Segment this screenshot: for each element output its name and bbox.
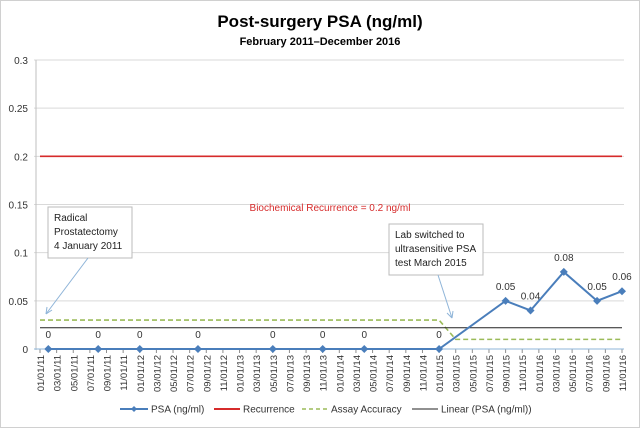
- x-tick-label: 07/01/15: [485, 355, 496, 392]
- psa-point: [360, 345, 369, 353]
- x-tick-label: 11/01/12: [219, 355, 230, 391]
- legend-label: Assay Accuracy: [331, 405, 402, 416]
- y-tick-label: 0.2: [14, 152, 28, 163]
- surgery-arrow: [45, 257, 89, 315]
- psa-data-label: 0: [361, 330, 367, 341]
- psa-point: [501, 296, 510, 305]
- chart-subtitle: February 2011–December 2016: [240, 36, 401, 48]
- x-tick-label: 03/01/11: [53, 355, 64, 391]
- lab-line-1: Lab switched to: [395, 230, 465, 241]
- psa-data-label: 0: [436, 330, 442, 341]
- psa-point: [268, 345, 277, 353]
- psa-data-label: 0.06: [612, 272, 632, 283]
- x-tick-label: 09/01/12: [202, 355, 213, 392]
- x-tick-label: 05/01/14: [369, 355, 380, 392]
- surgery-line-3: 4 January 2011: [54, 241, 123, 252]
- y-tick-label: 0.1: [14, 249, 28, 260]
- x-tick-label: 03/01/16: [551, 355, 562, 392]
- psa-data-label: 0.05: [587, 282, 607, 293]
- x-tick-label: 05/01/13: [269, 355, 280, 392]
- x-tick-label: 09/01/13: [302, 355, 313, 392]
- x-tick-label: 03/01/14: [352, 355, 363, 392]
- y-tick-label: 0.3: [14, 56, 28, 67]
- psa-point: [318, 345, 327, 353]
- surgery-line-2: Prostatectomy: [54, 227, 118, 238]
- x-tick-label: 11/01/14: [418, 355, 429, 391]
- x-tick-label: 01/01/14: [335, 355, 346, 392]
- x-tick-label: 05/01/16: [568, 355, 579, 392]
- psa-data-label: 0: [320, 330, 326, 341]
- x-tick-label: 07/01/16: [585, 355, 596, 392]
- x-tick-label: 01/01/12: [136, 355, 147, 392]
- x-tick-label: 09/01/11: [103, 355, 114, 391]
- lab-line-3: test March 2015: [395, 258, 467, 269]
- x-tick-label: 05/01/12: [169, 355, 180, 392]
- psa-data-label: 0.05: [496, 282, 516, 293]
- psa-point: [94, 345, 103, 353]
- x-tick-label: 05/01/11: [69, 355, 80, 391]
- x-tick-label: 03/01/15: [452, 355, 463, 392]
- lab-line-2: ultrasensitive PSA: [395, 244, 476, 255]
- psa-point: [526, 306, 535, 315]
- x-tick-label: 07/01/12: [186, 355, 197, 392]
- psa-data-label: 0.04: [521, 291, 541, 302]
- x-tick-label: 03/01/12: [152, 355, 163, 392]
- x-tick-label: 09/01/14: [402, 355, 413, 392]
- psa-data-label: 0: [95, 330, 101, 341]
- y-tick-label: 0.25: [9, 104, 29, 115]
- psa-point: [593, 296, 602, 305]
- psa-data-label: 0: [195, 330, 201, 341]
- surgery-callout: Radical Prostatectomy 4 January 2011: [45, 206, 133, 315]
- x-tick-label: 11/01/15: [518, 355, 529, 391]
- psa-data-label: 0: [270, 330, 276, 341]
- x-tick-label: 01/01/16: [535, 355, 546, 392]
- x-tick-label: 05/01/15: [468, 355, 479, 392]
- x-tick-label: 11/01/16: [618, 355, 629, 391]
- legend-marker: [131, 406, 137, 412]
- x-tick-label: 01/01/15: [435, 355, 446, 392]
- x-tick-label: 07/01/11: [86, 355, 97, 391]
- legend: PSA (ng/ml) Recurrence Assay Accuracy Linea…: [120, 405, 532, 416]
- assay-accuracy-line: [40, 319, 622, 341]
- psa-point: [559, 267, 568, 276]
- psa-data-label: 0: [46, 330, 52, 341]
- psa-data-label: 0.08: [554, 253, 574, 264]
- psa-point: [135, 345, 144, 353]
- x-tick-label: 01/01/13: [236, 355, 247, 392]
- surgery-line-1: Radical: [54, 213, 87, 224]
- psa-data-label: 0: [137, 330, 143, 341]
- psa-point: [44, 345, 53, 353]
- x-tick-label: 09/01/15: [502, 355, 513, 392]
- x-tick-label: 07/01/13: [285, 355, 296, 392]
- legend-label: Linear (PSA (ng/ml)): [441, 405, 532, 416]
- y-tick-label: 0: [22, 345, 28, 356]
- legend-label: PSA (ng/ml): [151, 405, 204, 416]
- x-tick-label: 07/01/14: [385, 355, 396, 392]
- x-tick-label: 11/01/11: [119, 355, 130, 391]
- x-tick-label: 11/01/13: [319, 355, 330, 391]
- lab-callout: Lab switched to ultrasensitive PSA test …: [388, 223, 484, 319]
- psa-point: [193, 345, 202, 353]
- x-tick-label: 01/01/11: [36, 355, 47, 391]
- x-tick-label: 09/01/16: [601, 355, 612, 392]
- psa-point: [435, 345, 444, 353]
- y-tick-label: 0.05: [9, 297, 29, 308]
- x-tick-label: 03/01/13: [252, 355, 263, 392]
- recurrence-annotation: Biochemical Recurrence = 0.2 ng/ml: [250, 203, 411, 214]
- legend-label: Recurrence: [243, 405, 295, 416]
- psa-point: [618, 287, 626, 296]
- chart-title: Post-surgery PSA (ng/ml): [217, 12, 422, 31]
- lab-arrow: [437, 274, 453, 319]
- y-tick-label: 0.15: [9, 201, 29, 212]
